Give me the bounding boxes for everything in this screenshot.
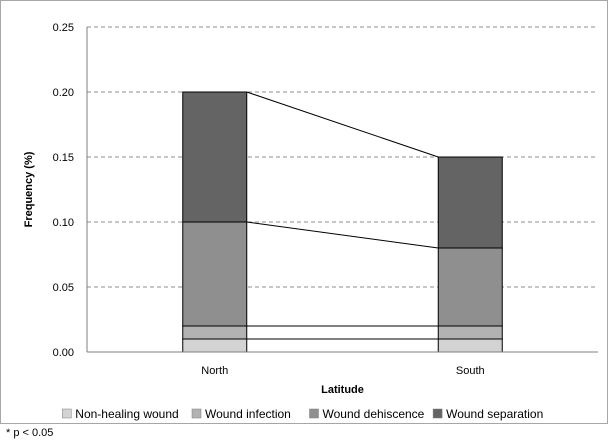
chart-border (0, 0, 608, 424)
bar-segment (437, 325, 503, 340)
legend-swatch (432, 408, 443, 419)
y-tick-label: 0.20 (53, 87, 74, 99)
legend: Non-healing wound Wound infection Wound de… (62, 407, 543, 421)
x-tick-label: South (456, 365, 485, 377)
gridlines (87, 26, 598, 288)
legend-swatch (191, 408, 202, 419)
y-tick-label: 0.00 (53, 347, 74, 359)
connector-line (246, 91, 439, 158)
bar-segment (437, 247, 503, 327)
bar-segment (182, 91, 248, 223)
axes: 0.00 0.05 0.10 0.15 0.20 0.25 Frequency (%) Nor… (23, 22, 598, 396)
legend-label: Wound dehiscence (323, 407, 425, 421)
y-tick-label: 0.15 (53, 152, 74, 164)
y-axis-title: Frequency (%) (23, 151, 35, 227)
y-tick-label: 0.05 (53, 282, 74, 294)
legend-label: Non-healing wound (75, 407, 178, 421)
x-tick-label: North (201, 365, 228, 377)
bar-segment (182, 338, 248, 353)
connector-lines (246, 91, 439, 340)
legend-label: Wound infection (205, 407, 291, 421)
bar-segment (182, 325, 248, 340)
footnote: * p < 0.05 (6, 427, 54, 439)
connector-line (246, 221, 439, 249)
y-tick-label: 0.10 (53, 217, 74, 229)
legend-label: Wound separation (446, 407, 543, 421)
x-axis-title: Latitude (321, 384, 364, 396)
legend-swatch (62, 408, 72, 419)
legend-swatch (309, 408, 319, 419)
bar-segment (437, 338, 503, 353)
bar-segment (437, 156, 503, 249)
bars (182, 91, 503, 353)
y-tick-label: 0.25 (53, 22, 74, 34)
bar-segment (182, 221, 248, 327)
